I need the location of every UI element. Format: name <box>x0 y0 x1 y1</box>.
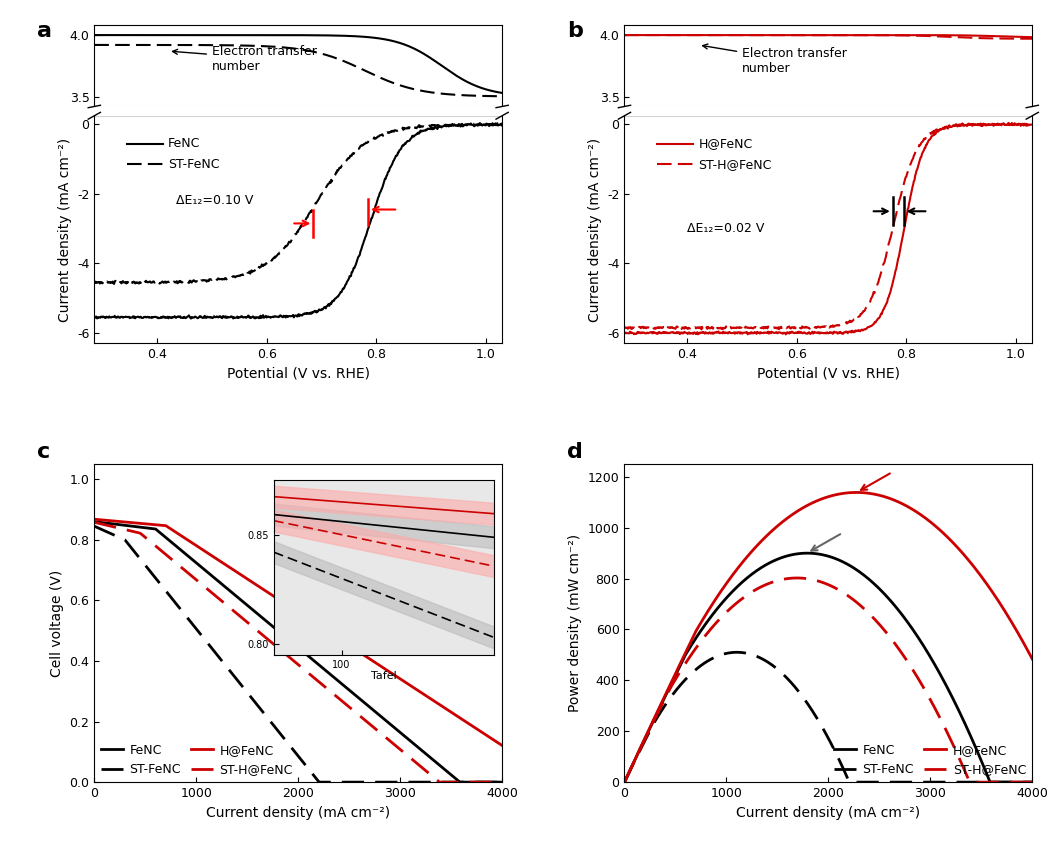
X-axis label: Current density (mA cm⁻²): Current density (mA cm⁻²) <box>737 806 920 819</box>
Legend: FeNC, ST-FeNC, H@FeNC, ST-H@FeNC: FeNC, ST-FeNC, H@FeNC, ST-H@FeNC <box>833 743 1026 776</box>
Y-axis label: Cell voltage (V): Cell voltage (V) <box>50 569 64 677</box>
Text: ΔE₁₂=0.10 V: ΔE₁₂=0.10 V <box>176 194 254 208</box>
Text: H@FeNC: H@FeNC <box>698 137 752 150</box>
X-axis label: Potential (V vs. RHE): Potential (V vs. RHE) <box>226 367 370 381</box>
Text: ST-H@FeNC: ST-H@FeNC <box>698 158 771 171</box>
Text: Electron transfer
number: Electron transfer number <box>702 44 847 75</box>
Text: d: d <box>567 442 584 462</box>
Text: a: a <box>38 21 52 41</box>
Text: ST-FeNC: ST-FeNC <box>169 158 220 171</box>
X-axis label: Current density (mA cm⁻²): Current density (mA cm⁻²) <box>206 806 390 819</box>
X-axis label: Potential (V vs. RHE): Potential (V vs. RHE) <box>757 367 900 381</box>
Text: FeNC: FeNC <box>169 137 200 150</box>
Y-axis label: Current density (mA cm⁻²): Current density (mA cm⁻²) <box>58 137 71 321</box>
Y-axis label: Power density (mW cm⁻²): Power density (mW cm⁻²) <box>568 534 583 712</box>
Text: Electron transfer
number: Electron transfer number <box>173 45 316 72</box>
Y-axis label: Current density (mA cm⁻²): Current density (mA cm⁻²) <box>588 137 602 321</box>
Text: c: c <box>38 442 50 462</box>
Text: b: b <box>567 21 584 41</box>
Legend: FeNC, ST-FeNC, H@FeNC, ST-H@FeNC: FeNC, ST-FeNC, H@FeNC, ST-H@FeNC <box>101 743 293 776</box>
Text: ΔE₁₂=0.02 V: ΔE₁₂=0.02 V <box>687 222 765 235</box>
